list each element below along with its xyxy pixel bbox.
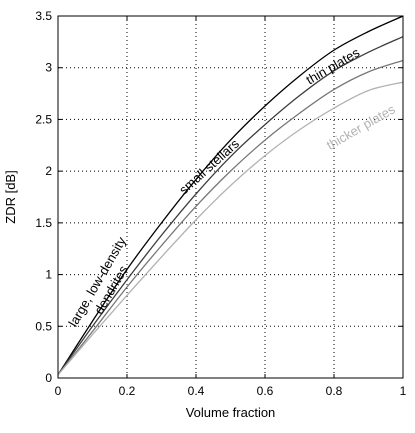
y-tick-label: 3 — [45, 61, 52, 75]
y-axis-label: ZDR [dB] — [3, 170, 18, 223]
series-line-3 — [57, 59, 404, 376]
y-tick-label: 2.5 — [35, 112, 52, 126]
y-tick-label: 2 — [45, 164, 52, 178]
annotation-small-stellars: small stellars — [176, 136, 242, 198]
x-tick-label: 1 — [400, 384, 407, 398]
y-tick-label: 0.5 — [35, 319, 52, 333]
series-group — [57, 15, 404, 376]
annotation-thicker-plates: thicker plates — [324, 101, 398, 153]
ticks: 0 0.2 0.4 0.6 0.8 1 0 0.5 1 1.5 2 2.5 3 3.5 — [35, 9, 406, 398]
series-line-2 — [57, 36, 404, 376]
grid — [58, 16, 403, 378]
x-tick-label: 0.2 — [119, 384, 136, 398]
x-tick-label: 0.4 — [188, 384, 205, 398]
plot-frame — [57, 15, 404, 379]
series-line-1 — [57, 15, 404, 376]
x-tick-label: 0.8 — [326, 384, 343, 398]
y-tick-label: 1 — [45, 268, 52, 282]
y-tick-label: 3.5 — [35, 9, 52, 23]
x-tick-label: 0 — [55, 384, 62, 398]
y-tick-label: 1.5 — [35, 216, 52, 230]
y-tick-label: 0 — [45, 371, 52, 385]
series-line-4 — [57, 81, 404, 376]
x-tick-label: 0.6 — [257, 384, 274, 398]
x-axis-label: Volume fraction — [186, 405, 276, 420]
